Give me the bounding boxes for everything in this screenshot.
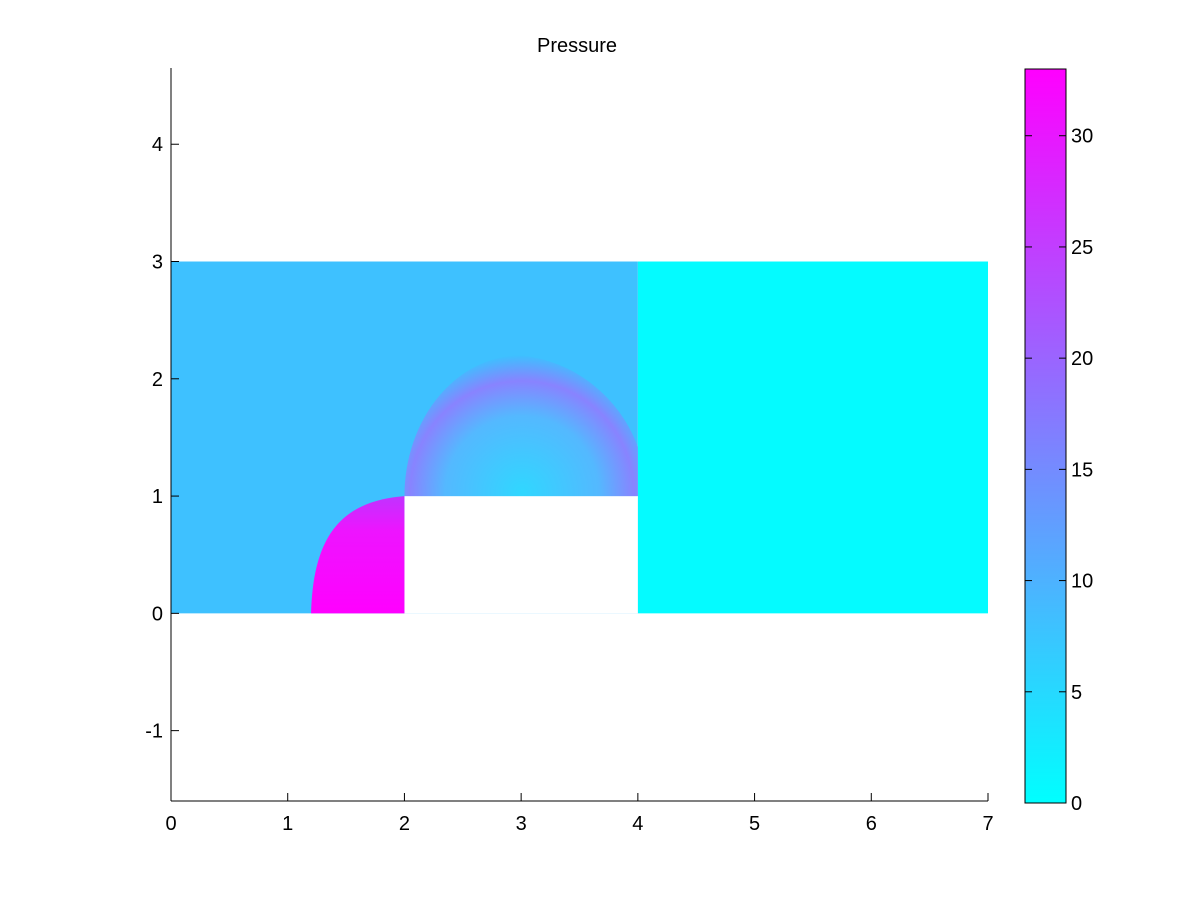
- y-tick-label: 4: [152, 134, 163, 156]
- colorbar-tick-label: 30: [1071, 126, 1093, 148]
- x-tick-label: 4: [632, 813, 643, 835]
- plot-area: [171, 261, 988, 614]
- colorbar-tick-label: 15: [1071, 459, 1093, 481]
- y-tick-label: -1: [145, 721, 163, 743]
- y-tick-label: 2: [152, 369, 163, 391]
- colorbar-tick-label: 20: [1071, 348, 1093, 370]
- x-tick-label: 7: [982, 813, 993, 835]
- y-tick-label: 3: [152, 252, 163, 274]
- pressure-arc: [404, 355, 638, 497]
- colorbar: 0 5 10 15 20 25 30: [1024, 68, 1093, 815]
- axes: 0 1 2 3 4 5 6 7 -1 0 1 2 3 4: [145, 68, 994, 835]
- chart-title: Pressure: [537, 35, 617, 57]
- x-tick-label: 2: [399, 813, 410, 835]
- x-tick-label: 1: [282, 813, 293, 835]
- obstacle-cutout: [404, 496, 638, 614]
- x-tick-label: 0: [165, 813, 176, 835]
- y-tick-label: 0: [152, 603, 163, 625]
- x-tick-label: 3: [516, 813, 527, 835]
- high-pressure-jet: [311, 496, 405, 614]
- colorbar-tick-label: 5: [1071, 682, 1082, 704]
- x-tick-label: 6: [866, 813, 877, 835]
- x-tick-label: 5: [749, 813, 760, 835]
- colorbar-tick-label: 0: [1071, 793, 1082, 815]
- y-tick-label: 1: [152, 486, 163, 508]
- colorbar-tick-label: 25: [1071, 237, 1093, 259]
- colorbar-gradient: [1024, 68, 1067, 804]
- right-region: [637, 261, 988, 614]
- colorbar-tick-label: 10: [1071, 571, 1093, 593]
